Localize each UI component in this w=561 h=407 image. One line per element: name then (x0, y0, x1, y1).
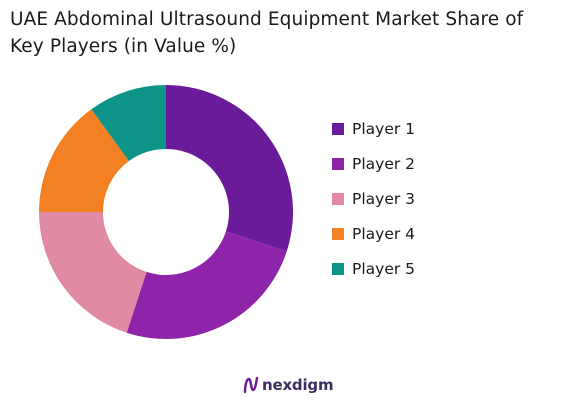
legend-item-1: Player 1 (332, 119, 452, 139)
legend-swatch (332, 228, 344, 240)
legend-item-3: Player 3 (332, 189, 452, 209)
legend-label: Player 5 (352, 260, 416, 278)
donut-slice-3 (39, 212, 147, 333)
donut-slice-5 (91, 85, 166, 162)
legend-label: Player 3 (352, 190, 416, 208)
brand-name: nexdigm (262, 376, 334, 394)
legend-label: Player 1 (352, 120, 416, 138)
legend-item-2: Player 2 (332, 154, 452, 174)
legend-swatch (332, 263, 344, 275)
legend-swatch (332, 158, 344, 170)
legend-item-5: Player 5 (332, 259, 452, 279)
legend-label: Player 4 (352, 225, 416, 243)
donut-slice-2 (126, 231, 287, 339)
legend-swatch (332, 193, 344, 205)
chart-title: UAE Abdominal Ultrasound Equipment Marke… (10, 9, 524, 57)
legend-label: Player 2 (352, 155, 416, 173)
donut-slice-1 (166, 85, 293, 252)
donut-slice-4 (39, 109, 129, 212)
legend-item-4: Player 4 (332, 224, 452, 244)
legend-swatch (332, 123, 344, 135)
nexdigm-logo-icon (243, 376, 259, 394)
